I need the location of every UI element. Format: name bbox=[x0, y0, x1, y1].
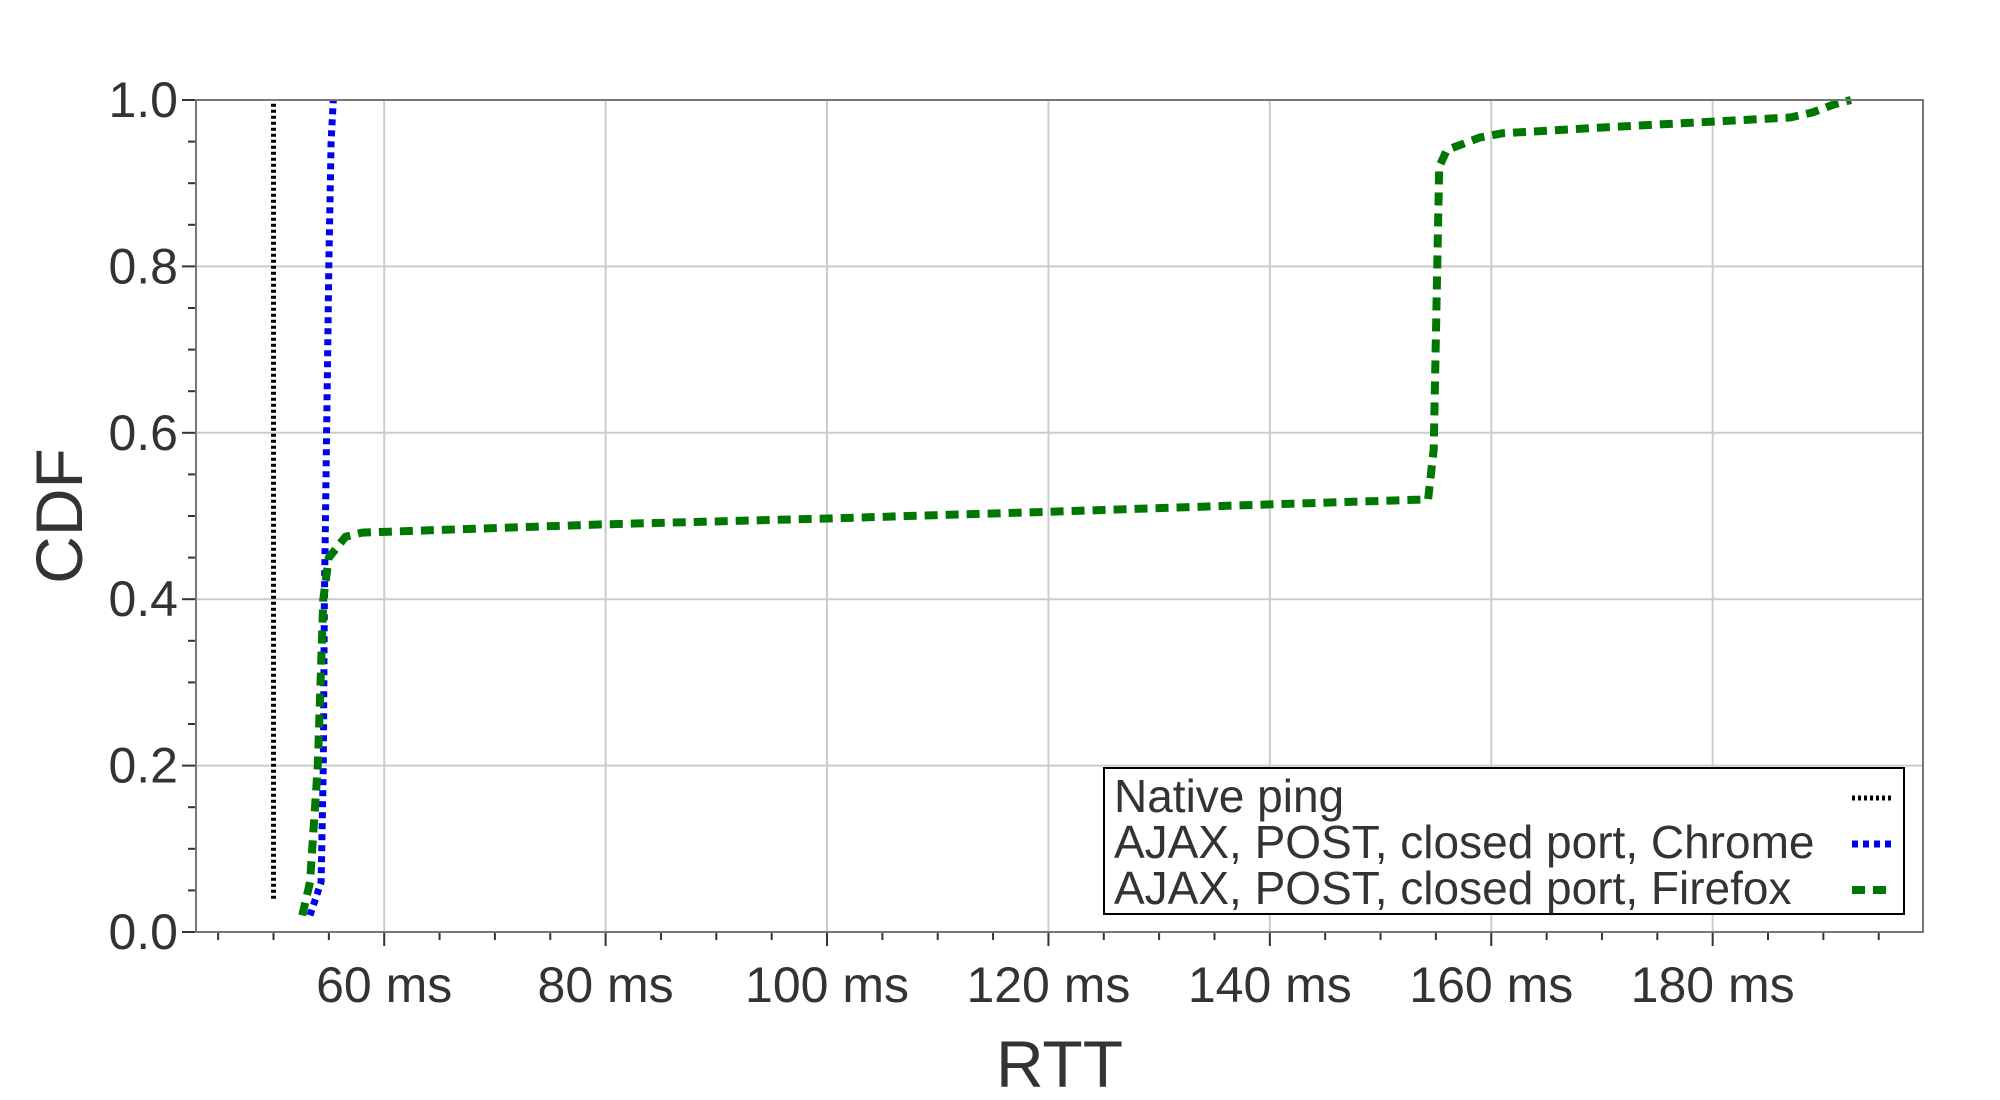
y-tick-label: 0.4 bbox=[108, 571, 178, 627]
series-line-3 bbox=[298, 96, 1852, 917]
x-tick-label: 100 ms bbox=[745, 957, 909, 1013]
x-tick-label: 120 ms bbox=[966, 957, 1130, 1013]
y-tick-label: 1.0 bbox=[108, 72, 178, 128]
x-axis-title: RTT bbox=[996, 1027, 1123, 1100]
legend-box bbox=[1103, 767, 1905, 915]
y-axis-title: CDF bbox=[22, 448, 96, 584]
x-tick-label: 180 ms bbox=[1631, 957, 1795, 1013]
plot-frame bbox=[195, 99, 1924, 933]
series-lines bbox=[271, 96, 1852, 917]
series-line-2 bbox=[306, 99, 337, 917]
x-tick-label: 60 ms bbox=[316, 957, 452, 1013]
x-tick-label: 160 ms bbox=[1409, 957, 1573, 1013]
y-tick-labels: 0.0 0.2 0.4 0.6 0.8 1.0 bbox=[108, 72, 178, 960]
legend-label-3: AJAX, POST, closed port, Firefox bbox=[1114, 862, 1791, 914]
y-tick-label: 0.6 bbox=[108, 405, 178, 461]
x-tick-labels: 60 ms 80 ms 100 ms 120 ms 140 ms 160 ms 180 ms bbox=[316, 957, 1795, 1013]
minor-ticks bbox=[182, 99, 1880, 946]
legend-label-1: Native ping bbox=[1114, 770, 1344, 822]
x-tick-label: 80 ms bbox=[538, 957, 674, 1013]
y-tick-label: 0.8 bbox=[108, 238, 178, 294]
legend-label-2: AJAX, POST, closed port, Chrome bbox=[1114, 816, 1815, 868]
y-tick-label: 0.0 bbox=[108, 904, 178, 960]
y-tick-label: 0.2 bbox=[108, 738, 178, 794]
x-tick-label: 140 ms bbox=[1188, 957, 1352, 1013]
